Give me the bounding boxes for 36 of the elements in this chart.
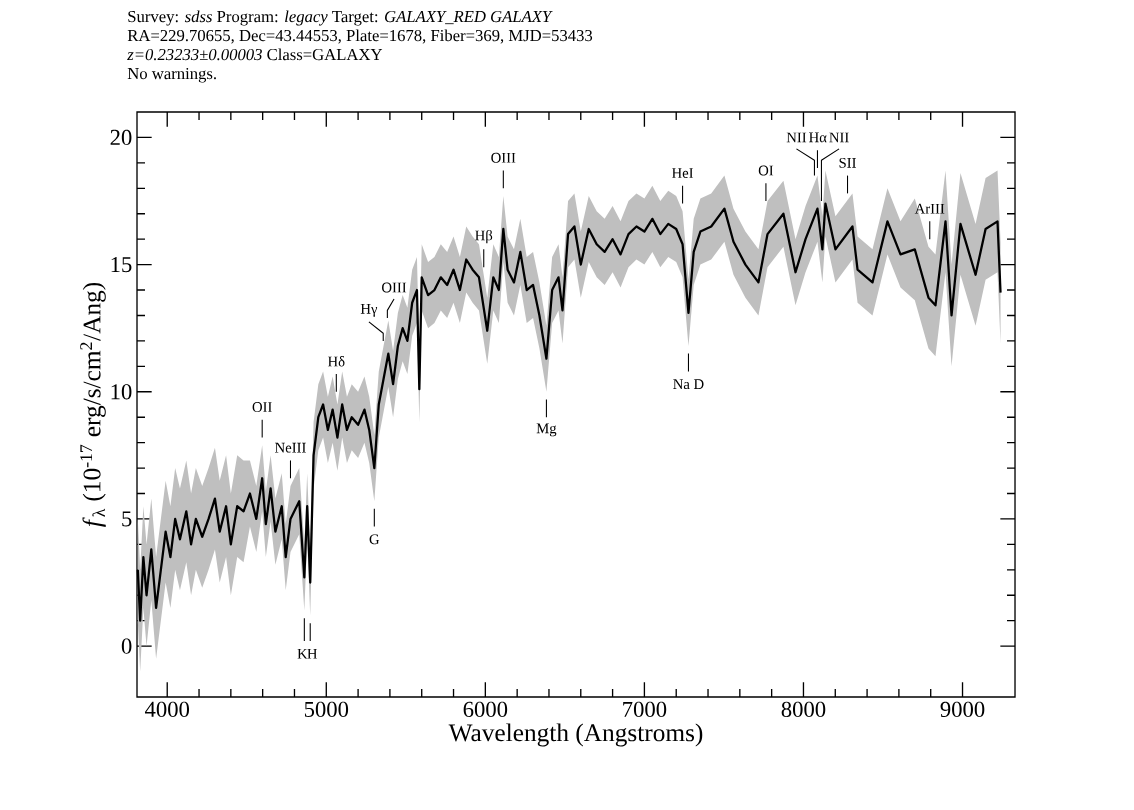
y-axis-title: f$_{λ}$ (10$^{-17}$ erg/s/cm$^{2}$/Ang) xyxy=(80,282,106,527)
text: No warnings. xyxy=(127,67,216,83)
annotation: Na D xyxy=(673,379,704,390)
y-tick-label: 15 xyxy=(111,257,132,273)
annotation: Hβ xyxy=(475,229,493,244)
annotation: G xyxy=(369,534,380,545)
annotation: NeIII xyxy=(275,442,306,453)
text: z=0.23233±0.00003 Class=GALAXY xyxy=(127,48,383,61)
annotation: ArIII xyxy=(914,203,945,214)
annotation: H xyxy=(307,648,318,659)
x-tick-label: 7000 xyxy=(623,701,667,718)
y-tick-label: 20 xyxy=(110,129,132,146)
annotation: SII xyxy=(839,157,856,168)
chart-subtitle: RA=229.70655, Dec=43.44553, Plate=1678, Fiber=369, MJD=53433 xyxy=(127,29,593,44)
annotation: OI xyxy=(758,165,774,176)
annotation: OIII xyxy=(382,282,407,293)
x-tick-label: 6000 xyxy=(463,701,508,718)
x-tick-label: 9000 xyxy=(940,701,985,718)
x-tick-label: 4000 xyxy=(145,701,190,718)
annotation: HeI xyxy=(672,168,694,178)
y-tick-label: 0 xyxy=(121,638,132,654)
annotation: Mg xyxy=(536,423,557,437)
annotation: Hγ xyxy=(360,304,378,317)
annotation: OIII xyxy=(491,152,516,163)
x-axis-title: Wavelength (Angstroms) xyxy=(448,723,703,747)
annotation: Hα xyxy=(809,132,827,143)
annotation: K xyxy=(297,648,308,659)
y-tick-label: 10 xyxy=(111,384,132,400)
annotation: Hδ xyxy=(327,356,345,367)
x-tick-label: 5000 xyxy=(304,701,349,718)
annotation: NII xyxy=(786,132,807,143)
annotation: NII xyxy=(829,132,849,143)
x-tick-label: 8000 xyxy=(781,701,826,718)
chart-title: Survey: sdss Program: legacy Target: GALAXY_RED GALAXY xyxy=(128,10,553,26)
y-tick-label: 5 xyxy=(122,511,132,527)
annotation: OII xyxy=(252,402,272,412)
